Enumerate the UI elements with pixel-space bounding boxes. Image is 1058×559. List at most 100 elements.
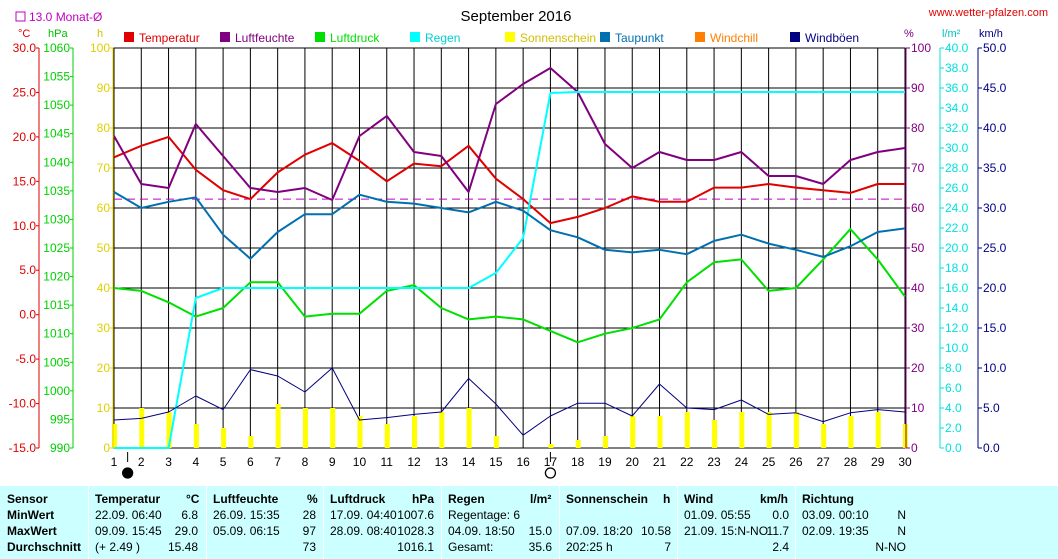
tick-label-pressure: 1010 <box>43 327 70 341</box>
x-tick-label: 19 <box>598 455 612 469</box>
tick-label-pressure: 1000 <box>43 384 70 398</box>
tick-label-humidity: 70 <box>911 161 925 175</box>
sunshine-bar <box>848 416 854 448</box>
tick-label-pressure: 1050 <box>43 98 70 112</box>
month-avg-legend: 13.0 Monat-Ø <box>15 10 102 24</box>
tick-label-rain: 36.0 <box>945 81 969 95</box>
x-tick-label: 4 <box>192 455 199 469</box>
tick-label-wind: 5.0 <box>983 401 1000 415</box>
tick-label-temp: 20.0 <box>13 130 37 144</box>
tick-label-pressure: 1005 <box>43 355 70 369</box>
website-link[interactable]: www.wetter-pfalzen.com <box>928 7 1048 19</box>
sunshine-bar <box>139 408 145 448</box>
stats-max-wind-value: 11.7 <box>766 524 789 538</box>
tick-label-wind: 15.0 <box>983 321 1007 335</box>
sunshine-bar <box>548 444 554 448</box>
x-tick-label: 27 <box>816 455 830 469</box>
stats-max-humidity-time: 05.09. 06:15 <box>213 524 280 538</box>
full-moon-icon <box>544 467 557 479</box>
sunshine-bar <box>739 412 745 448</box>
tick-label-sunshine: 10 <box>97 401 111 415</box>
stats-max-pressure-time: 28.09. 08:40 <box>330 524 397 538</box>
sunshine-bar <box>793 412 799 448</box>
series-line-windb-en <box>113 367 906 436</box>
stats-min-humidity-time: 26.09. 15:35 <box>213 508 280 522</box>
legend-label: Windböen <box>805 31 859 45</box>
tick-label-pressure: 1060 <box>43 41 70 55</box>
legend-swatch <box>505 32 515 42</box>
tick-label-rain: 30.0 <box>945 141 969 155</box>
tick-label-humidity: 20 <box>911 361 925 375</box>
legend-swatch <box>220 32 230 42</box>
stats-max-rain-time: 04.09. 18:50 <box>448 524 515 538</box>
x-tick-label: 24 <box>735 455 749 469</box>
stats-max-sunshine-time: 07.09. 18:20 <box>566 524 633 538</box>
x-tick-label: 7 <box>274 455 281 469</box>
sunshine-bar <box>466 408 472 448</box>
x-tick-label: 16 <box>516 455 530 469</box>
series-line-taupunkt <box>113 191 906 260</box>
tick-label-sunshine: 30 <box>97 321 111 335</box>
stats-header-wind: Wind <box>684 492 714 506</box>
sunshine-bar <box>248 436 254 448</box>
sunshine-bar <box>766 412 772 448</box>
stats-header-sunshine: Sonnenschein <box>566 492 649 506</box>
x-tick-label: 6 <box>247 455 254 469</box>
tick-label-rain: 20.0 <box>945 241 969 255</box>
legend-swatch <box>790 32 800 42</box>
tick-label-humidity: 60 <box>911 201 925 215</box>
stats-avg-temp-deviation: (+ 2.49 ) <box>95 540 141 554</box>
stats-row-label-avg: Durchschnitt <box>7 540 82 554</box>
stats-rain-days: Regentage: 6 <box>448 508 521 522</box>
unit-temp: °C <box>18 28 30 40</box>
stats-max-pressure-value: 1028.3 <box>397 524 434 538</box>
tick-label-humidity: 30 <box>911 321 925 335</box>
tick-label-rain: 32.0 <box>945 121 969 135</box>
stats-min-pressure-time: 17.09. 04:40 <box>330 508 397 522</box>
x-tick-label: 25 <box>762 455 776 469</box>
tick-label-rain: 2.0 <box>945 421 962 435</box>
unit-wind: km/h <box>979 28 1003 40</box>
stats-unit-rain: l/m² <box>530 492 552 506</box>
sunshine-bar <box>875 412 881 448</box>
stats-unit-humidity: % <box>307 492 318 506</box>
sunshine-bar <box>330 408 336 448</box>
tick-label-rain: 38.0 <box>945 61 969 75</box>
legend-swatch <box>124 32 134 42</box>
stats-max-direction-time: 02.09. 19:35 <box>802 524 869 538</box>
stats-rain-total-value: 35.6 <box>528 540 552 554</box>
legend-swatch <box>600 32 610 42</box>
sunshine-bar <box>657 416 663 448</box>
x-tick-label: 15 <box>489 455 503 469</box>
x-tick-label: 20 <box>626 455 640 469</box>
x-tick-label: 8 <box>302 455 309 469</box>
stats-unit-pressure: hPa <box>412 492 435 506</box>
stats-unit-wind: km/h <box>760 492 789 506</box>
unit-pressure: hPa <box>48 28 68 40</box>
x-tick-label: 10 <box>353 455 367 469</box>
tick-label-sunshine: 0 <box>103 441 110 455</box>
stats-header-humidity: Luftfeuchte <box>213 492 279 506</box>
stats-max-wind-time: 21.09. 15:N-NO <box>684 524 769 538</box>
tick-label-wind: 10.0 <box>983 361 1007 375</box>
stats-max-direction-value: N <box>897 524 906 538</box>
legend-label: Regen <box>425 31 460 45</box>
legend-label: Luftdruck <box>330 31 380 45</box>
stats-min-pressure-value: 1007.6 <box>397 508 434 522</box>
stats-header-pressure: Luftdruck <box>330 492 386 506</box>
series-line-regen <box>114 91 905 449</box>
stats-avg-pressure-value: 1016.1 <box>397 540 434 554</box>
legend-label: Windchill <box>710 31 758 45</box>
tick-label-pressure: 990 <box>50 441 70 455</box>
tick-label-rain: 22.0 <box>945 221 969 235</box>
series-line-luftdruck <box>113 228 906 344</box>
tick-label-humidity: 40 <box>911 281 925 295</box>
tick-label-temp: -5.0 <box>15 352 36 366</box>
sunshine-bar <box>684 412 690 448</box>
tick-label-rain: 18.0 <box>945 261 969 275</box>
tick-label-temp: 5.0 <box>19 263 36 277</box>
tick-label-humidity: 100 <box>911 41 931 55</box>
sunshine-bar <box>193 424 199 448</box>
weather-chart: 30.025.020.015.010.05.00.0-5.0-10.0-15.0… <box>9 7 1048 479</box>
tick-label-sunshine: 90 <box>97 81 111 95</box>
